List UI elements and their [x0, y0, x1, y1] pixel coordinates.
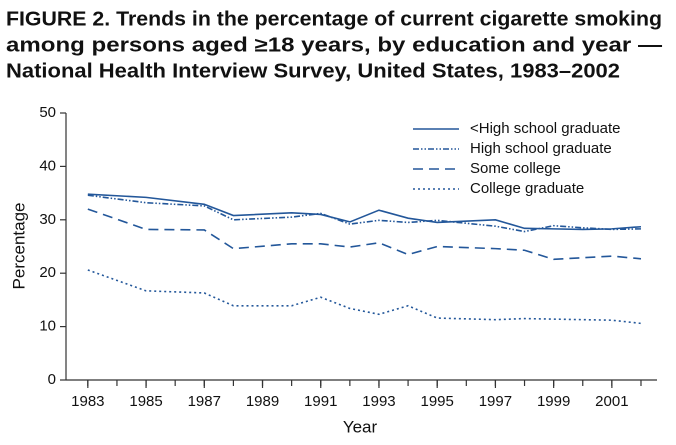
x-tick-label: 1991 [304, 393, 337, 410]
legend-label: Some college [470, 160, 561, 177]
y-axis-label: Percentage [9, 203, 28, 290]
chart-title: FIGURE 2. Trends in the percentage of cu… [6, 8, 662, 30]
x-tick-label: 1995 [421, 393, 454, 410]
x-tick-label: 1997 [479, 393, 512, 410]
legend-label: <High school graduate [470, 120, 621, 137]
series-line [87, 193, 642, 231]
x-tick-label: 1993 [362, 393, 395, 410]
x-axis-label: Year [343, 417, 378, 436]
y-tick-label: 30 [39, 211, 56, 228]
x-tick-label: 1983 [71, 393, 104, 410]
x-tick-label: 2001 [595, 393, 628, 410]
series-line [87, 269, 642, 325]
y-tick-label: 20 [39, 264, 56, 281]
series-line [87, 208, 642, 261]
y-tick-label: 40 [39, 157, 56, 174]
x-tick-label: 1987 [188, 393, 221, 410]
series-line [87, 194, 642, 233]
chart-title: among persons aged ≥18 years, by educati… [6, 34, 662, 56]
x-tick-label: 1985 [129, 393, 162, 410]
y-tick-label: 0 [48, 371, 56, 388]
legend-label: High school graduate [470, 140, 612, 157]
y-tick-label: 10 [39, 318, 56, 335]
x-tick-label: 1989 [246, 393, 279, 410]
chart-title: National Health Interview Survey, United… [6, 60, 620, 82]
x-tick-label: 1999 [537, 393, 570, 410]
legend-label: College graduate [470, 180, 584, 197]
y-tick-label: 50 [39, 104, 56, 121]
